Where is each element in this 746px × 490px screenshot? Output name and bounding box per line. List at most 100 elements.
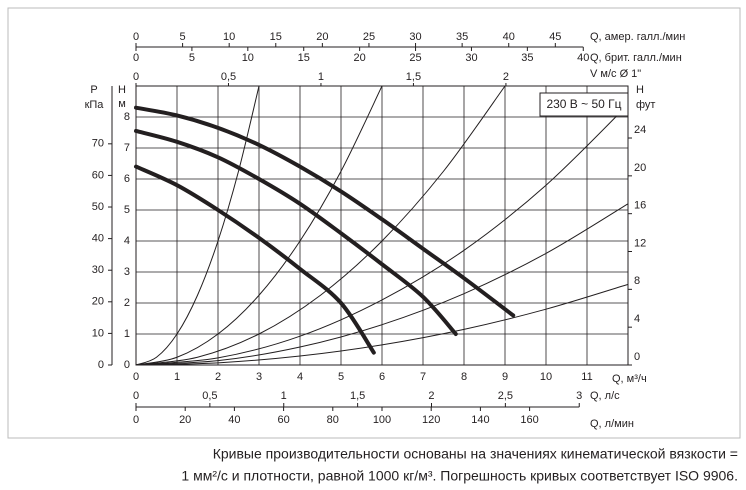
x-tick-label: 45 [549, 31, 561, 43]
x-tick-label: 20 [354, 52, 366, 64]
x-tick-label: 5 [338, 371, 344, 383]
curve [135, 283, 629, 366]
x-axis-label: Q, л/мин [590, 418, 634, 430]
curve [135, 203, 629, 366]
x-tick-label: 160 [520, 414, 538, 426]
x-tick-label: 10 [540, 371, 552, 383]
caption: Кривые производительности основаны на зн… [213, 446, 738, 462]
y-tick-label: 4 [124, 235, 130, 247]
y-axis-unit: кПа [85, 99, 105, 111]
x-tick-label: 3 [256, 371, 262, 383]
x-tick-label: 8 [461, 371, 467, 383]
y-axis-label: P [90, 84, 97, 96]
x-tick-label: 2 [428, 390, 434, 402]
x-tick-label: 40 [228, 414, 240, 426]
y-tick-label: 16 [634, 200, 646, 212]
x-tick-label: 0 [133, 414, 139, 426]
x-tick-label: 20 [316, 31, 328, 43]
x-tick-label: 5 [180, 31, 186, 43]
curve [135, 104, 629, 366]
x-tick-label: 0 [133, 52, 139, 64]
x-tick-label: 10 [242, 52, 254, 64]
x-tick-label: 20 [179, 414, 191, 426]
x-tick-label: 120 [422, 414, 440, 426]
x-axis-label: Q, л/с [590, 390, 620, 402]
x-tick-label: 0,5 [221, 71, 236, 83]
x-tick-label: 30 [465, 52, 477, 64]
x-axis-label: Q, брит. галл./мин [590, 52, 682, 64]
y-axis-unit: фут [636, 99, 655, 111]
y-tick-label: 12 [634, 237, 646, 249]
y-tick-label: 3 [124, 266, 130, 278]
x-tick-label: 35 [521, 52, 533, 64]
x-tick-label: 2,5 [498, 390, 513, 402]
x-tick-label: 1,5 [406, 71, 421, 83]
y-tick-label: 40 [92, 233, 104, 245]
x-axis-label: Q, м³/ч [612, 373, 647, 385]
y-tick-label: 60 [92, 169, 104, 181]
y-tick-label: 20 [634, 162, 646, 174]
x-tick-label: 6 [379, 371, 385, 383]
x-tick-label: 15 [270, 31, 282, 43]
x-tick-label: 1 [174, 371, 180, 383]
x-tick-label: 140 [471, 414, 489, 426]
x-tick-label: 5 [189, 52, 195, 64]
y-axis-label: H [118, 84, 126, 96]
x-tick-label: 2 [215, 371, 221, 383]
caption: 1 мм²/с и плотности, равной 1000 кг/м³. … [181, 468, 738, 484]
x-tick-label: 10 [223, 31, 235, 43]
y-tick-label: 20 [92, 296, 104, 308]
y-axis-unit: м [118, 98, 126, 110]
curve [134, 128, 458, 336]
curve [135, 85, 506, 366]
x-tick-label: 0,5 [202, 390, 217, 402]
y-tick-label: 6 [124, 173, 130, 185]
x-tick-label: 25 [363, 31, 375, 43]
x-tick-label: 9 [502, 371, 508, 383]
y-tick-label: 5 [124, 204, 130, 216]
curve [135, 85, 383, 366]
x-tick-label: 40 [503, 31, 515, 43]
x-tick-label: 80 [327, 414, 339, 426]
x-tick-label: 11 [581, 371, 592, 383]
y-tick-label: 24 [634, 124, 646, 136]
x-tick-label: 25 [409, 52, 421, 64]
x-tick-label: 15 [298, 52, 310, 64]
x-tick-label: 100 [373, 414, 391, 426]
annotation: 230 В ~ 50 Гц [546, 97, 621, 111]
x-tick-label: 60 [277, 414, 289, 426]
annotation-box [539, 92, 629, 117]
x-tick-label: 4 [297, 371, 303, 383]
y-tick-label: 30 [92, 264, 104, 276]
x-tick-label: 0 [133, 71, 139, 83]
frame [7, 7, 741, 439]
x-tick-label: 0 [133, 390, 139, 402]
y-tick-label: 10 [92, 327, 104, 339]
x-tick-label: 2 [503, 71, 509, 83]
y-tick-label: 70 [92, 138, 104, 150]
y-tick-label: 0 [98, 359, 104, 371]
y-tick-label: 2 [124, 297, 130, 309]
x-tick-label: 3 [576, 390, 582, 402]
x-tick-label: 1 [318, 71, 324, 83]
y-tick-label: 1 [124, 328, 130, 340]
curve [134, 164, 376, 355]
x-axis-label: V м/с Ø 1" [590, 68, 641, 80]
y-tick-label: 0 [124, 359, 130, 371]
y-tick-label: 50 [92, 201, 104, 213]
x-axis-label: Q, амер. галл./мин [590, 31, 685, 43]
y-axis-label: H [636, 84, 644, 96]
y-tick-label: 4 [634, 313, 640, 325]
y-tick-label: 0 [634, 351, 640, 363]
x-tick-label: 1,5 [350, 390, 365, 402]
curve [134, 105, 516, 318]
x-tick-label: 35 [456, 31, 468, 43]
y-tick-label: 8 [124, 111, 130, 123]
x-tick-label: 0 [133, 31, 139, 43]
x-tick-label: 1 [281, 390, 287, 402]
x-tick-label: 40 [577, 52, 589, 64]
y-tick-label: 7 [124, 142, 130, 154]
y-tick-label: 8 [634, 275, 640, 287]
